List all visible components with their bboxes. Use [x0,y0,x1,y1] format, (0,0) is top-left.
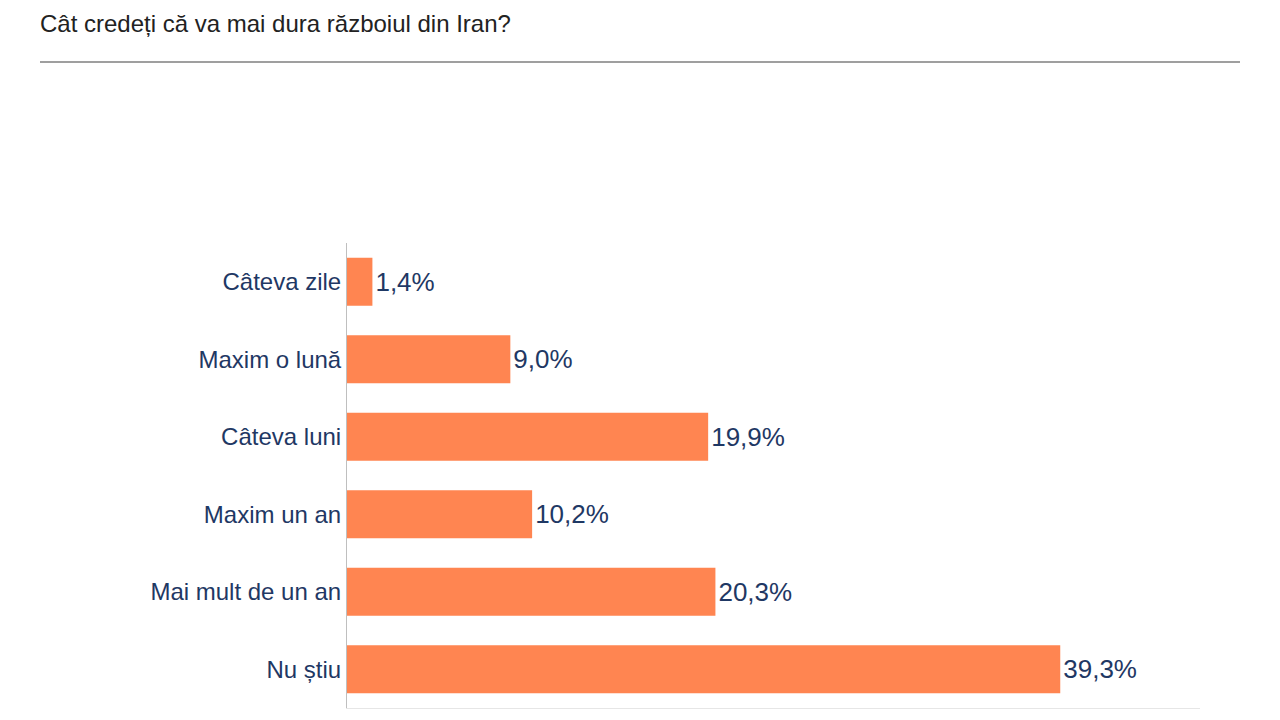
svg-text:Câteva zile: Câteva zile [222,268,341,295]
svg-text:Maxim un an: Maxim un an [204,501,341,528]
svg-text:Nu știu: Nu știu [266,656,341,683]
svg-text:39,3%: 39,3% [1063,654,1137,684]
svg-text:Maxim o lună: Maxim o lună [198,346,341,373]
svg-text:Mai mult de un an: Mai mult de un an [150,578,341,605]
svg-text:Cât credeți că va mai dura răz: Cât credeți că va mai dura războiul din … [40,10,511,37]
svg-text:9,0%: 9,0% [513,344,572,374]
svg-text:19,9%: 19,9% [711,422,785,452]
svg-text:1,4%: 1,4% [375,267,434,297]
svg-text:Câteva luni: Câteva luni [221,423,341,450]
svg-text:10,2%: 10,2% [535,499,609,529]
svg-text:20,3%: 20,3% [718,577,792,607]
